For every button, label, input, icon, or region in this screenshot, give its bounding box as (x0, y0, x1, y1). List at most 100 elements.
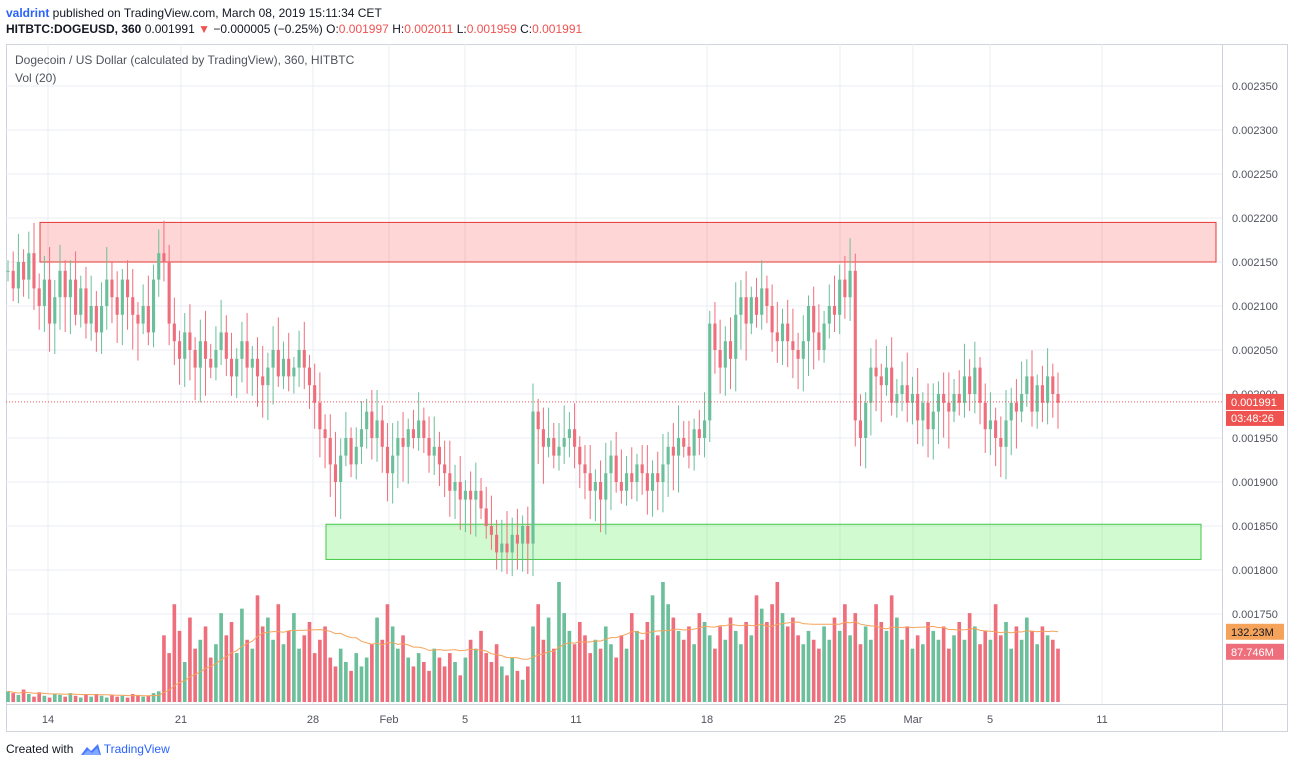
candle-body (936, 394, 941, 412)
candle-body (458, 482, 462, 500)
candle-body (271, 350, 275, 368)
candle-body (406, 429, 410, 447)
volume-bar (739, 644, 743, 702)
candle-body (1004, 420, 1008, 447)
volume-bar (723, 639, 728, 702)
candle-body (339, 455, 343, 482)
volume-bar (967, 613, 972, 702)
candle-body (53, 297, 57, 324)
candle-body (874, 367, 878, 377)
candle-body (853, 270, 857, 421)
volume-bar (962, 639, 967, 702)
candle-body (848, 270, 852, 298)
candle-body (1014, 402, 1018, 412)
candle-body (578, 446, 582, 465)
candle-body (131, 297, 135, 315)
volume-bar (214, 644, 218, 702)
volume-bar (271, 639, 275, 702)
volume-bar (156, 691, 161, 702)
high-value: 0.002011 (404, 22, 454, 36)
volume-bar (952, 635, 956, 702)
volume-bar (1019, 639, 1024, 702)
volume-bar (219, 613, 223, 702)
volume-bar (988, 639, 993, 702)
candle-body (510, 534, 514, 553)
candle-body (136, 314, 140, 324)
candle-body (770, 306, 774, 333)
candle-body (645, 473, 649, 491)
candle-body (858, 420, 863, 438)
candle-body (723, 341, 727, 368)
candle-body (593, 482, 597, 491)
candle-body (609, 455, 613, 474)
candle-body (895, 394, 899, 403)
volume-bar (58, 694, 62, 702)
candle-body (718, 350, 722, 368)
volume-bar (494, 644, 499, 702)
volume-bar (364, 657, 369, 702)
candle-body (276, 350, 280, 377)
volume-bar (385, 604, 390, 702)
candle-body (100, 306, 104, 333)
candle-body (302, 350, 306, 368)
candle-body (58, 270, 62, 298)
volume-bar (1050, 639, 1055, 702)
chart-area[interactable]: 14 21 28 Feb 5 11 18 25 Mar 5 11 0.002350 0.002300 0.… (6, 44, 1288, 732)
candle-body (307, 367, 312, 386)
volume-bar (63, 696, 67, 702)
candle-body (292, 367, 296, 377)
symbol-label: HITBTC:DOGEUSD, 360 (6, 22, 142, 36)
candle-body (193, 350, 197, 368)
volume-bar (177, 630, 182, 702)
volume-bar (359, 666, 364, 702)
volume-bar (947, 648, 951, 702)
author-link[interactable]: valdrint (6, 6, 50, 20)
volume-bar (931, 630, 936, 702)
volume-bar (707, 635, 712, 702)
candle-body (827, 306, 831, 324)
candle-body (229, 358, 234, 377)
candle-body (391, 455, 395, 474)
volume-bar (650, 595, 655, 702)
volume-bar (104, 697, 109, 702)
volume-bar (125, 697, 130, 702)
volume-bar (843, 604, 847, 702)
y-tick-label: 0.001950 (1232, 433, 1278, 445)
candle-body (484, 508, 488, 526)
volume-bar (853, 613, 858, 702)
candle-body (978, 367, 982, 403)
tradingview-brand[interactable]: TradingView (103, 742, 170, 756)
candle-body (198, 341, 202, 368)
candle-body (432, 446, 436, 456)
candle-body (921, 402, 925, 421)
candle-body (240, 341, 244, 359)
candle-body (162, 253, 166, 262)
volume-bar (921, 644, 925, 702)
volume-bar (203, 626, 208, 702)
volume-bar (884, 630, 889, 702)
y-tick-label: 0.002200 (1232, 213, 1278, 225)
candle-body (526, 526, 530, 544)
last-value: 0.001991 (144, 22, 195, 36)
volume-bar (42, 695, 47, 702)
candle-body (209, 358, 213, 368)
candle-body (869, 367, 873, 403)
volume-bar (661, 582, 665, 702)
chart-title: Dogecoin / US Dollar (calculated by Trad… (15, 53, 355, 67)
candle-body (427, 438, 431, 456)
volume-bar (307, 622, 312, 702)
volume-bar (525, 666, 530, 702)
candle-body (676, 438, 681, 456)
volume-bar (463, 657, 468, 702)
candle-body (214, 350, 218, 368)
volume-bar (302, 635, 307, 702)
tradingview-logo-icon (80, 744, 101, 755)
x-tick-label: 5 (462, 714, 468, 726)
candle-body (16, 262, 20, 289)
candle-body (1051, 376, 1055, 394)
volume-bar (78, 697, 83, 702)
volume-bar (245, 639, 249, 702)
candle-body (94, 306, 98, 333)
volume-bar (791, 617, 795, 702)
price-chart[interactable]: 14 21 28 Feb 5 11 18 25 Mar 5 11 0.002350 0.002300 0.… (6, 44, 1288, 732)
